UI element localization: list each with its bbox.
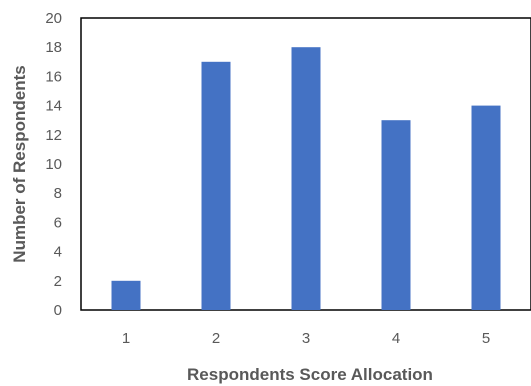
y-tick-label: 10 <box>45 156 62 173</box>
y-tick-label: 20 <box>45 10 62 27</box>
y-tick-labels: 0 2 4 6 8 10 12 14 16 18 20 <box>45 10 62 319</box>
y-tick-label: 0 <box>54 302 62 319</box>
x-tick-label: 5 <box>482 330 490 347</box>
y-tick-label: 2 <box>54 273 62 290</box>
y-tick-label: 4 <box>54 244 62 261</box>
x-tick-labels: 1 2 3 4 5 <box>122 330 490 347</box>
x-tick-label: 3 <box>302 330 310 347</box>
bars-group <box>111 47 501 310</box>
bar-3 <box>291 47 321 310</box>
y-tick-label: 6 <box>54 214 62 231</box>
x-axis-title: Respondents Score Allocation <box>187 365 433 384</box>
y-tick-label: 12 <box>45 127 62 144</box>
x-tick-label: 2 <box>212 330 220 347</box>
x-tick-label: 1 <box>122 330 130 347</box>
y-tick-label: 8 <box>54 185 62 202</box>
bar-1 <box>111 280 141 310</box>
x-tick-label: 4 <box>392 330 400 347</box>
bar-5 <box>471 105 501 310</box>
bar-2 <box>201 61 231 310</box>
y-tick-label: 18 <box>45 39 62 56</box>
y-axis-title: Number of Respondents <box>10 65 29 262</box>
y-tick-label: 16 <box>45 68 62 85</box>
y-tick-label: 14 <box>45 98 62 115</box>
bar-4 <box>381 120 411 310</box>
